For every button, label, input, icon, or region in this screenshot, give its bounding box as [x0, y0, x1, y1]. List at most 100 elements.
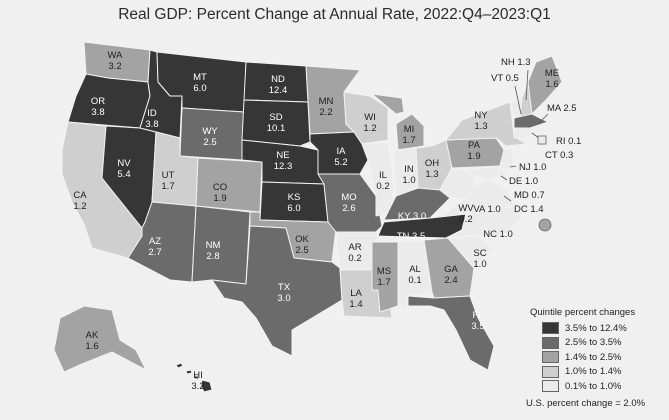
label-nd-value: 12.4 [269, 85, 288, 96]
label-ga-abbr: GA [444, 264, 458, 275]
label-in-value: 1.0 [402, 175, 415, 186]
label-me-value: 1.6 [545, 79, 558, 90]
label-co-abbr: CO [213, 182, 227, 193]
label-pa-abbr: PA [468, 140, 481, 151]
legend-row-4: 1.0% to 1.4% [526, 365, 666, 380]
label-tn-abbr: TN [397, 231, 410, 242]
svg-text:ID3.8: ID 3.8 [145, 108, 158, 130]
state-NM[interactable] [191, 205, 251, 285]
label-ga-value: 2.4 [444, 275, 457, 286]
label-sc-value: 1.0 [473, 259, 486, 270]
svg-text:NY1.3: NY 1.3 [474, 110, 488, 132]
svg-text:TN 3.5: TN 3.5 [397, 231, 426, 242]
state-MI[interactable] [371, 93, 425, 151]
label-ak-value: 1.6 [85, 341, 98, 352]
leader-line-md [503, 195, 512, 202]
svg-text:VA 1.0: VA 1.0 [473, 204, 500, 215]
us-percent-change: U.S. percent change = 2.0% [526, 397, 646, 409]
ri-marker[interactable] [537, 135, 547, 145]
label-wa-abbr: WA [108, 50, 124, 61]
svg-text:AZ2.7: AZ 2.7 [148, 236, 161, 258]
svg-text:CA1.2: CA 1.2 [73, 190, 87, 212]
callout-de: DE 1.0 [509, 176, 538, 187]
svg-text:OH1.3: OH 1.3 [425, 158, 439, 180]
label-or-abbr: OR [91, 96, 105, 107]
callout-dc: DC 1.4 [514, 204, 544, 215]
svg-text:IA5.2: IA 5.2 [334, 146, 347, 168]
label-oh-value: 1.3 [425, 169, 438, 180]
state-NJ[interactable] [499, 147, 515, 173]
leader-line-nj [509, 165, 517, 168]
label-la-value: 1.4 [349, 299, 362, 310]
label-ms-value: 1.7 [377, 277, 390, 288]
label-ky-abbr: KY [398, 211, 411, 222]
state-FL[interactable] [407, 295, 495, 371]
state-CO[interactable] [195, 157, 263, 213]
label-az-abbr: AZ [149, 236, 161, 247]
svg-text:PA1.9: PA 1.9 [467, 140, 480, 162]
label-or-value: 3.8 [91, 107, 104, 118]
map-legend: Quintile percent changes 3.5% to 12.4% 2… [526, 307, 666, 409]
label-mn-value: 2.2 [319, 107, 332, 118]
label-ny-abbr: NY [474, 110, 488, 121]
callout-md: MD 0.7 [514, 190, 545, 201]
label-nv-value: 5.4 [117, 169, 130, 180]
label-sd-value: 10.1 [267, 123, 286, 134]
label-co-value: 1.9 [213, 193, 226, 204]
state-OR[interactable] [67, 73, 151, 129]
legend-swatch-4 [542, 365, 559, 378]
state-RI[interactable] [525, 127, 533, 139]
callout-nj: NJ 1.0 [519, 162, 546, 173]
label-mt-value: 6.0 [193, 83, 206, 94]
label-wa-value: 3.2 [108, 61, 121, 72]
state-WI[interactable] [343, 91, 389, 145]
label-ak-abbr: AK [86, 330, 99, 341]
map-title: Real GDP: Percent Change at Annual Rate,… [118, 6, 551, 23]
svg-text:MN2.2: MN 2.2 [319, 96, 334, 118]
svg-text:CO1.9: CO 1.9 [213, 182, 227, 204]
state-TX[interactable] [211, 225, 343, 357]
label-la-abbr: LA [350, 288, 362, 299]
label-ky-value: 3.0 [413, 211, 426, 222]
state-AK[interactable] [53, 305, 147, 373]
svg-text:WA3.2: WA 3.2 [108, 50, 124, 72]
legend-label-1: 3.5% to 12.4% [565, 322, 627, 334]
leader-line-nh [525, 69, 529, 101]
label-ut-value: 1.7 [161, 181, 174, 192]
label-hi-abbr: HI [193, 370, 203, 381]
state-CT[interactable] [513, 127, 527, 139]
label-tn-value: 3.5 [412, 231, 425, 242]
dc-marker[interactable] [538, 218, 552, 232]
label-ms-abbr: MS [377, 266, 391, 277]
legend-row-5: 0.1% to 1.0% [526, 379, 666, 394]
label-ne-abbr: NE [276, 150, 289, 161]
state-SD[interactable] [241, 99, 311, 147]
callout-ma: MA 2.5 [547, 103, 577, 114]
label-mo-abbr: MO [341, 192, 356, 203]
legend-heading: Quintile percent changes [530, 307, 636, 318]
label-al-value: 0.1 [408, 275, 421, 286]
label-ia-abbr: IA [337, 146, 347, 157]
state-MD[interactable] [461, 165, 501, 181]
legend-swatch-3 [542, 351, 559, 364]
label-ca-abbr: CA [73, 190, 87, 201]
state-MA[interactable] [513, 113, 549, 129]
label-mi-abbr: MI [404, 124, 415, 135]
label-mt-abbr: MT [193, 72, 207, 83]
svg-text:KS6.0: KS 6.0 [287, 192, 300, 214]
label-nm-abbr: NM [206, 240, 221, 251]
state-HI[interactable] [175, 362, 213, 393]
svg-text:AR0.2: AR 0.2 [348, 242, 361, 264]
state-IL[interactable] [361, 141, 395, 217]
label-il-abbr: IL [379, 170, 387, 181]
svg-text:OK2.5: OK 2.5 [295, 234, 309, 256]
svg-text:SC1.0: SC 1.0 [473, 248, 486, 270]
label-nc-abbr: NC [483, 229, 497, 240]
svg-text:GA2.4: GA 2.4 [444, 264, 458, 286]
svg-text:FL3.5: FL 3.5 [471, 310, 484, 332]
svg-text:IN1.0: IN 1.0 [402, 164, 415, 186]
label-in-abbr: IN [404, 164, 414, 175]
